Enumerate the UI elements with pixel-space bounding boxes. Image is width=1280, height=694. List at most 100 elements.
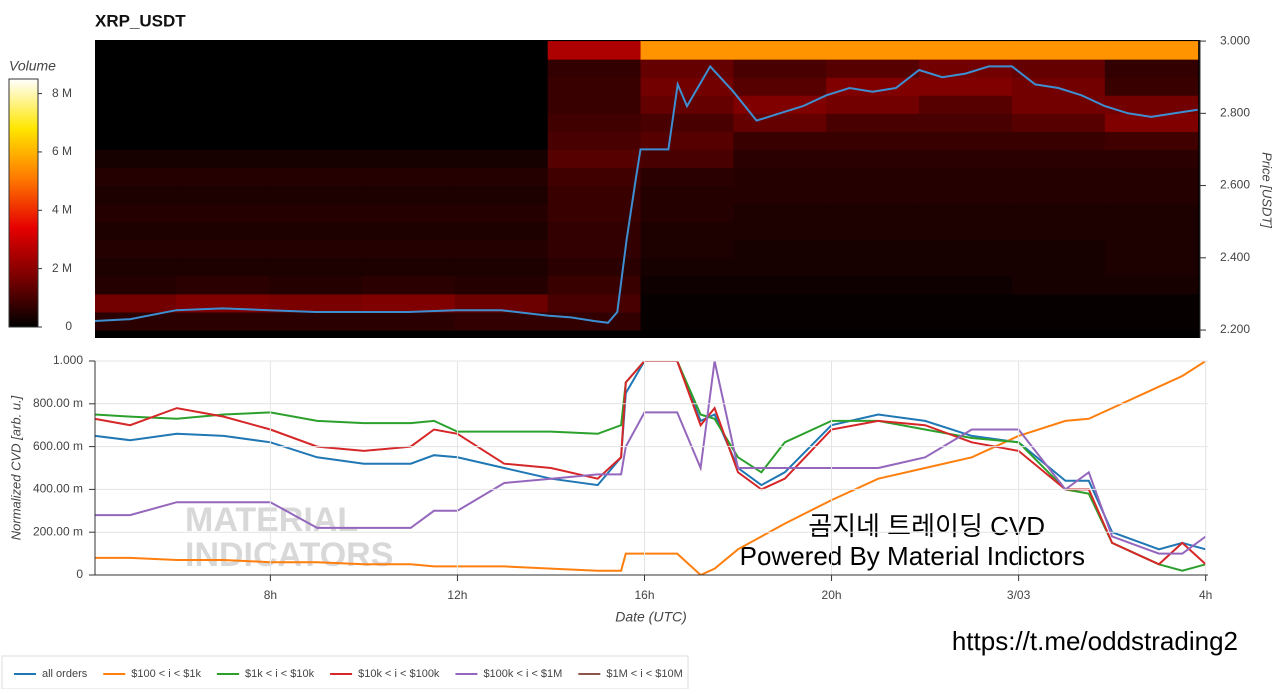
heat-cell [176,95,270,114]
colorbar [8,78,39,328]
heat-cell [733,221,827,241]
heat-cell [361,275,456,295]
y-tick-label: 1.000 [53,353,83,367]
heat-cell [733,275,827,295]
heat-cell [733,257,827,277]
colorbar-title: Volume [9,58,56,74]
heat-cell [826,149,920,169]
colorbar-tick-label: 2 M [52,261,72,275]
legend-label: $10k < i < $100k [358,668,440,680]
heat-cell [95,77,177,96]
heat-cell [95,185,177,205]
heat-cell [454,257,549,277]
y-tick-label: 2.800 [1220,105,1250,119]
heat-cell [1104,239,1199,259]
heat-cell [826,257,920,277]
heat-cell [176,203,270,223]
heat-cell [919,257,1013,277]
series-line [95,361,1207,566]
heat-cell [454,239,549,259]
y-tick-label: 3.000 [1220,33,1250,47]
heat-cell [1011,275,1106,295]
y-tick-label: 2.200 [1220,322,1250,336]
heat-cell [454,77,549,96]
legend-label: $1M < i < $10M [606,668,682,680]
heat-cell [1011,41,1106,60]
heat-cell [826,203,920,223]
heat-cell [95,239,177,259]
heat-cell [1011,77,1106,96]
heat-cell [1104,185,1199,205]
heat-cell [454,185,549,205]
heat-cell [1011,293,1106,313]
heat-cell [1011,239,1106,259]
heat-cell [547,167,642,187]
heat-cell [919,185,1013,205]
heat-cell [95,167,177,187]
heat-cell [176,311,270,331]
heat-cell [1104,131,1199,150]
heat-cell [454,131,549,150]
heat-cell [547,185,642,205]
heat-cell [547,59,642,78]
heat-cell [454,221,549,241]
heat-cell [176,221,270,241]
heat-cell [95,221,177,241]
heat-cell [547,131,642,150]
heat-cell [361,149,456,169]
heat-cell [269,293,363,313]
heat-cell [640,221,734,241]
heat-cell [269,41,363,60]
heat-cell [826,311,920,331]
heat-cell [361,167,456,187]
heat-cell [269,257,363,277]
heat-cell [733,311,827,331]
heat-cell [269,203,363,223]
heat-cell [1011,113,1106,132]
heat-cell [176,149,270,169]
heat-cell [176,113,270,132]
legend-label: $100 < i < $1k [131,668,201,680]
heat-cell [1011,95,1106,114]
heat-cell [826,239,920,259]
heat-cell [361,311,456,331]
heat-cell [640,257,734,277]
heat-cell [547,149,642,169]
heat-cell [919,239,1013,259]
heat-cell [826,113,920,132]
y-tick-label: 0 [76,567,83,581]
heat-cell [1104,167,1199,187]
heat-cell [919,203,1013,223]
legend-label: $100k < i < $1M [483,668,562,680]
heat-cell [1104,41,1199,60]
heat-cell [269,131,363,150]
heat-cell [176,185,270,205]
x-tick-label: 16h [634,588,654,602]
heat-cell [1104,311,1199,331]
heat-cell [176,41,270,60]
heat-cell [361,113,456,132]
colorbar-tick-label: 8 M [52,86,72,100]
heat-cell [547,95,642,114]
heat-cell [1011,131,1106,150]
heat-cell [547,239,642,259]
heat-cell [176,167,270,187]
heat-cell [919,113,1013,132]
heat-cell [1011,185,1106,205]
heat-cell [95,113,177,132]
heat-cell [640,131,734,150]
heat-cell [547,293,642,313]
heat-cell [733,113,827,132]
heat-cell [1011,59,1106,78]
heat-cell [1011,221,1106,241]
heat-cell [919,77,1013,96]
heat-cell [269,275,363,295]
heat-cell [176,59,270,78]
heat-cell [733,293,827,313]
heat-cell [640,203,734,223]
heat-cell [1104,275,1199,295]
watermark: INDICATORS [185,536,393,574]
heat-cell [733,131,827,150]
heat-cell [919,311,1013,331]
